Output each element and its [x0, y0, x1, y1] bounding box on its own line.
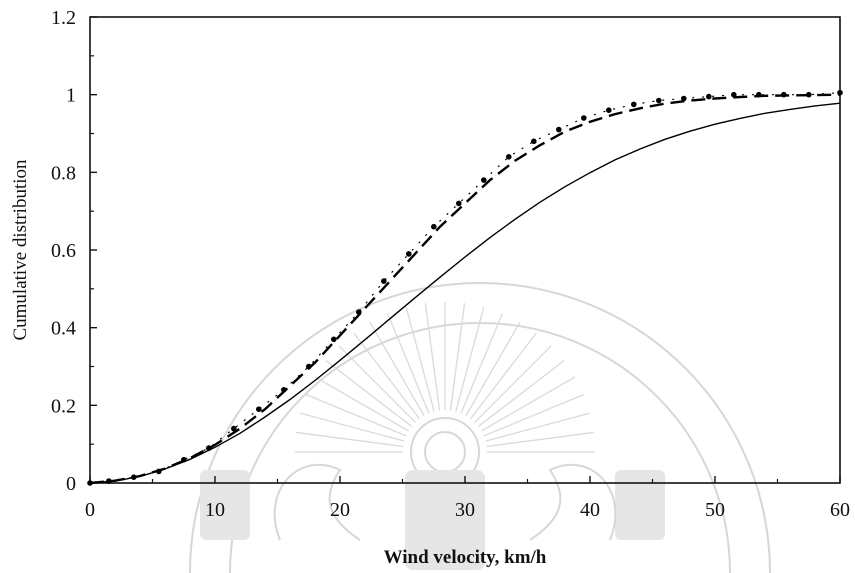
- series-solid: [89, 102, 841, 484]
- data-point: [481, 177, 487, 183]
- series-line: [89, 102, 841, 484]
- series-line: [89, 93, 841, 485]
- x-tick-label: 50: [705, 499, 725, 521]
- data-point: [431, 223, 437, 230]
- data-point: [706, 93, 712, 100]
- x-axis-label: Wind velocity, km/h: [384, 547, 547, 568]
- data-point: [656, 97, 662, 104]
- y-tick-label: 0: [66, 473, 76, 495]
- data-point: [331, 336, 337, 343]
- y-axis: 0 0.2 0.4 0.6 0.8 1 1.2: [51, 7, 97, 495]
- data-point: [681, 95, 687, 102]
- y-tick-label: 1.2: [51, 7, 76, 29]
- data-point: [506, 154, 512, 160]
- y-tick-label: 0.4: [51, 318, 76, 340]
- x-tick-label: 40: [580, 499, 600, 521]
- x-tick-label: 20: [330, 499, 350, 521]
- data-point: [456, 200, 462, 207]
- data-point: [255, 406, 262, 413]
- x-tick-label: 60: [830, 499, 850, 521]
- y-tick-label: 0.6: [51, 240, 76, 262]
- y-axis-label: Cumulative distribution: [10, 159, 31, 341]
- y-tick-label: 0.8: [51, 162, 76, 184]
- data-point: [406, 251, 412, 257]
- data-point: [606, 107, 612, 113]
- data-point: [231, 425, 237, 432]
- data-point: [381, 278, 387, 284]
- series-layer: [87, 89, 843, 486]
- series-dashed: [89, 93, 841, 485]
- x-tick-label: 10: [205, 499, 225, 521]
- plot-area-frame: [89, 16, 841, 484]
- university-seal-watermark: [189, 282, 771, 573]
- data-point: [531, 138, 537, 145]
- data-point: [631, 101, 637, 108]
- x-tick-label: 0: [85, 499, 95, 521]
- data-point: [837, 89, 843, 96]
- data-point: [581, 115, 587, 121]
- y-tick-label: 0.2: [51, 395, 76, 417]
- y-tick-label: 1: [66, 85, 76, 107]
- data-point: [556, 126, 562, 133]
- x-tick-label: 30: [455, 499, 475, 521]
